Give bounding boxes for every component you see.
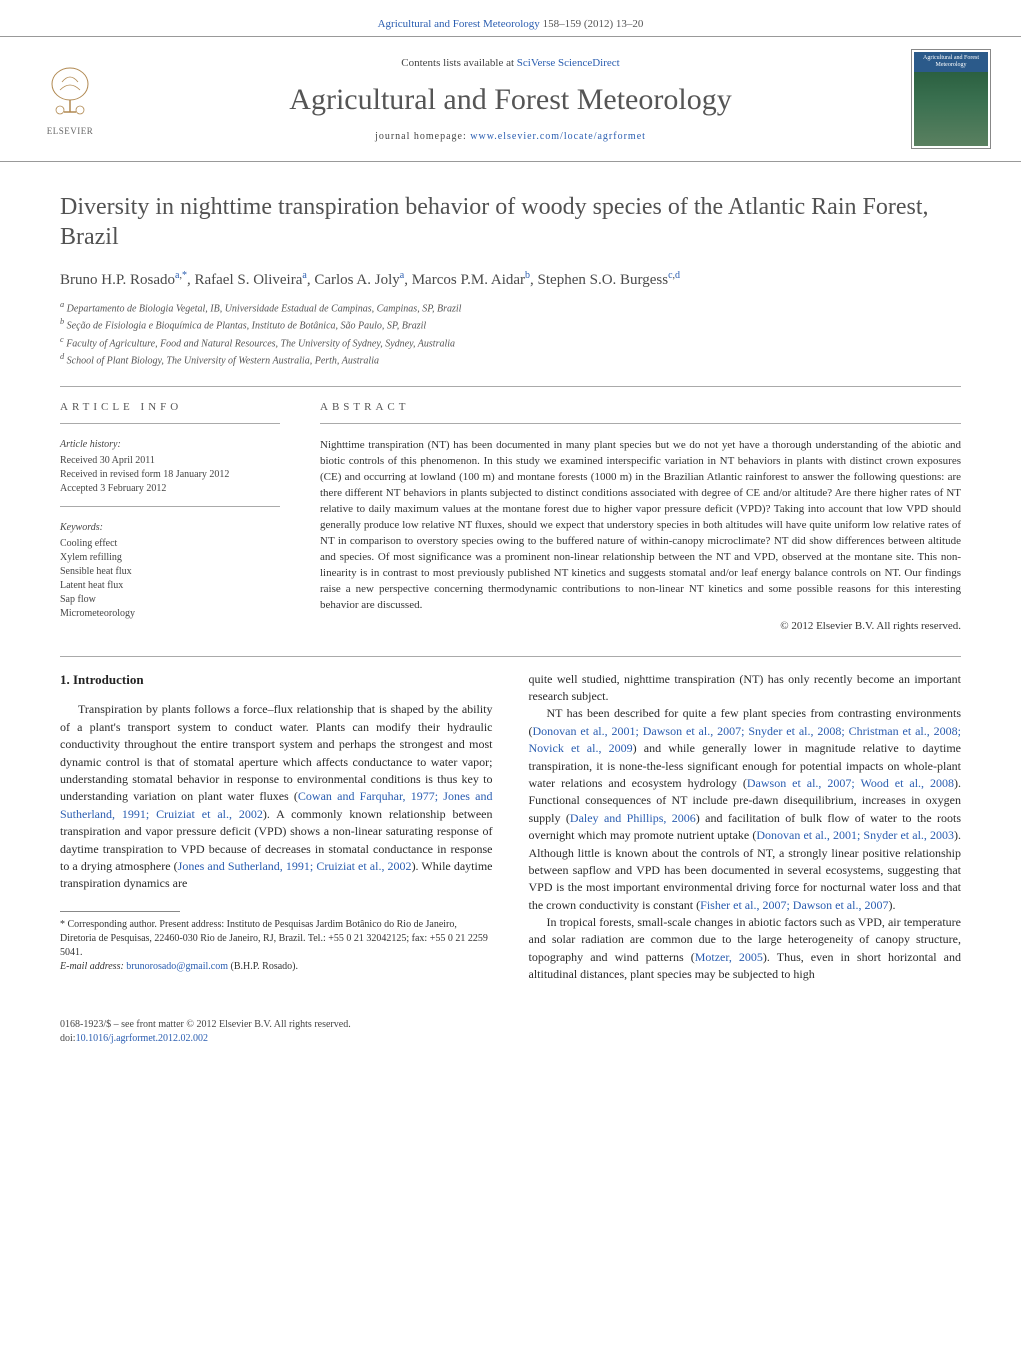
keyword: Micrometeorology (60, 607, 280, 621)
doi-link[interactable]: 10.1016/j.agrformet.2012.02.002 (76, 1033, 208, 1044)
author-affil-sup: b (525, 270, 530, 281)
abstract-text: Nighttime transpiration (NT) has been do… (320, 438, 961, 613)
keyword: Sap flow (60, 593, 280, 607)
affil-sup-link[interactable]: b (525, 270, 530, 281)
front-matter-line: 0168-1923/$ – see front matter © 2012 El… (60, 1018, 961, 1032)
keywords-label: Keywords: (60, 521, 280, 535)
footnote-rule (60, 911, 180, 912)
affil-sup-link[interactable]: d (675, 270, 680, 281)
divider (60, 386, 961, 387)
history-list: Received 30 April 2011Received in revise… (60, 454, 280, 496)
author: Marcos P.M. Aidar (412, 272, 525, 288)
citation-link[interactable]: Jones and Sutherland, 1991; Cruiziat et … (178, 859, 412, 873)
keyword: Sensible heat flux (60, 565, 280, 579)
divider (320, 423, 961, 424)
keywords-list: Cooling effectXylem refillingSensible he… (60, 537, 280, 621)
author-list: Bruno H.P. Rosadoa,*, Rafael S. Oliveira… (60, 270, 961, 289)
elsevier-tree-icon (40, 62, 100, 122)
citation-link[interactable]: Daley and Phillips, 2006 (570, 811, 696, 825)
author-affil-sup: a (302, 270, 306, 281)
contents-prefix: Contents lists available at (401, 57, 516, 69)
divider (60, 506, 280, 507)
homepage-line: journal homepage: www.elsevier.com/locat… (130, 131, 891, 142)
history-line: Received 30 April 2011 (60, 454, 280, 468)
article-info-column: ARTICLE INFO Article history: Received 3… (60, 401, 280, 631)
divider (60, 656, 961, 657)
homepage-link[interactable]: www.elsevier.com/locate/agrformet (470, 131, 646, 142)
running-header: Agricultural and Forest Meteorology 158–… (0, 0, 1021, 36)
abstract-heading: ABSTRACT (320, 401, 961, 413)
author: Bruno H.P. Rosado (60, 272, 175, 288)
copyright-line: © 2012 Elsevier B.V. All rights reserved… (320, 620, 961, 632)
citation-link[interactable]: Motzer, 2005 (695, 950, 763, 964)
affil-sup-link[interactable]: c (668, 270, 672, 281)
footnotes: * Corresponding author. Present address:… (60, 918, 493, 974)
contents-line: Contents lists available at SciVerse Sci… (130, 57, 891, 69)
abstract-column: ABSTRACT Nighttime transpiration (NT) ha… (320, 401, 961, 631)
affil-sup-link[interactable]: a (175, 270, 179, 281)
email-link[interactable]: brunorosado@gmail.com (126, 961, 228, 972)
journal-cover-thumb: Agricultural and Forest Meteorology (911, 49, 991, 149)
author: Stephen S.O. Burgess (538, 272, 669, 288)
journal-name: Agricultural and Forest Meteorology (130, 83, 891, 117)
affil-sup-link[interactable]: a (302, 270, 306, 281)
article-info-heading: ARTICLE INFO (60, 401, 280, 413)
corresponding-author: * Corresponding author. Present address:… (60, 918, 493, 960)
running-header-pages: 158–159 (2012) 13–20 (540, 18, 644, 30)
elsevier-label: ELSEVIER (47, 126, 94, 136)
citation-link[interactable]: Dawson et al., 2007; Wood et al., 2008 (747, 776, 954, 790)
elsevier-logo: ELSEVIER (30, 54, 110, 144)
sciencedirect-link[interactable]: SciVerse ScienceDirect (517, 57, 620, 69)
author-affil-sup: c,d (668, 270, 680, 281)
cover-image (914, 72, 988, 146)
citation-link[interactable]: Donovan et al., 2001; Snyder et al., 200… (756, 828, 954, 842)
keyword: Xylem refilling (60, 551, 280, 565)
citation-link[interactable]: Fisher et al., 2007; Dawson et al., 2007 (700, 898, 888, 912)
page-footer: 0168-1923/$ – see front matter © 2012 El… (0, 1004, 1021, 1070)
running-header-journal-link[interactable]: Agricultural and Forest Meteorology (378, 18, 540, 30)
body-span: quite well studied, nighttime transpirat… (529, 671, 962, 706)
corresponding-star[interactable]: * (182, 270, 187, 281)
affiliations: a Departamento de Biologia Vegetal, IB, … (60, 299, 961, 368)
affiliation-line: d School of Plant Biology, The Universit… (60, 351, 961, 368)
author-affil-sup: a,* (175, 270, 187, 281)
body-text: 1. Introduction Transpiration by plants … (60, 671, 961, 984)
affil-sup-link[interactable]: a (400, 270, 404, 281)
affiliation-line: a Departamento de Biologia Vegetal, IB, … (60, 299, 961, 316)
divider (60, 423, 280, 424)
history-line: Received in revised form 18 January 2012 (60, 468, 280, 482)
banner-center: Contents lists available at SciVerse Sci… (130, 57, 891, 142)
doi-prefix: doi: (60, 1033, 76, 1044)
keyword: Cooling effect (60, 537, 280, 551)
affiliation-line: b Seção de Fisiologia e Bioquímica de Pl… (60, 316, 961, 333)
history-label: Article history: (60, 438, 280, 452)
email-tail: (B.H.P. Rosado). (228, 961, 298, 972)
history-line: Accepted 3 February 2012 (60, 482, 280, 496)
journal-banner: ELSEVIER Contents lists available at Sci… (0, 36, 1021, 162)
affiliation-line: c Faculty of Agriculture, Food and Natur… (60, 334, 961, 351)
author: Carlos A. Joly (314, 272, 399, 288)
article-title: Diversity in nighttime transpiration beh… (60, 192, 961, 252)
cover-title: Agricultural and Forest Meteorology (914, 52, 988, 72)
keyword: Latent heat flux (60, 579, 280, 593)
section-heading: 1. Introduction (60, 671, 493, 690)
author: Rafael S. Oliveira (194, 272, 302, 288)
body-span: ). (888, 898, 895, 912)
author-affil-sup: a (400, 270, 404, 281)
homepage-prefix: journal homepage: (375, 131, 470, 142)
email-label: E-mail address: (60, 961, 126, 972)
